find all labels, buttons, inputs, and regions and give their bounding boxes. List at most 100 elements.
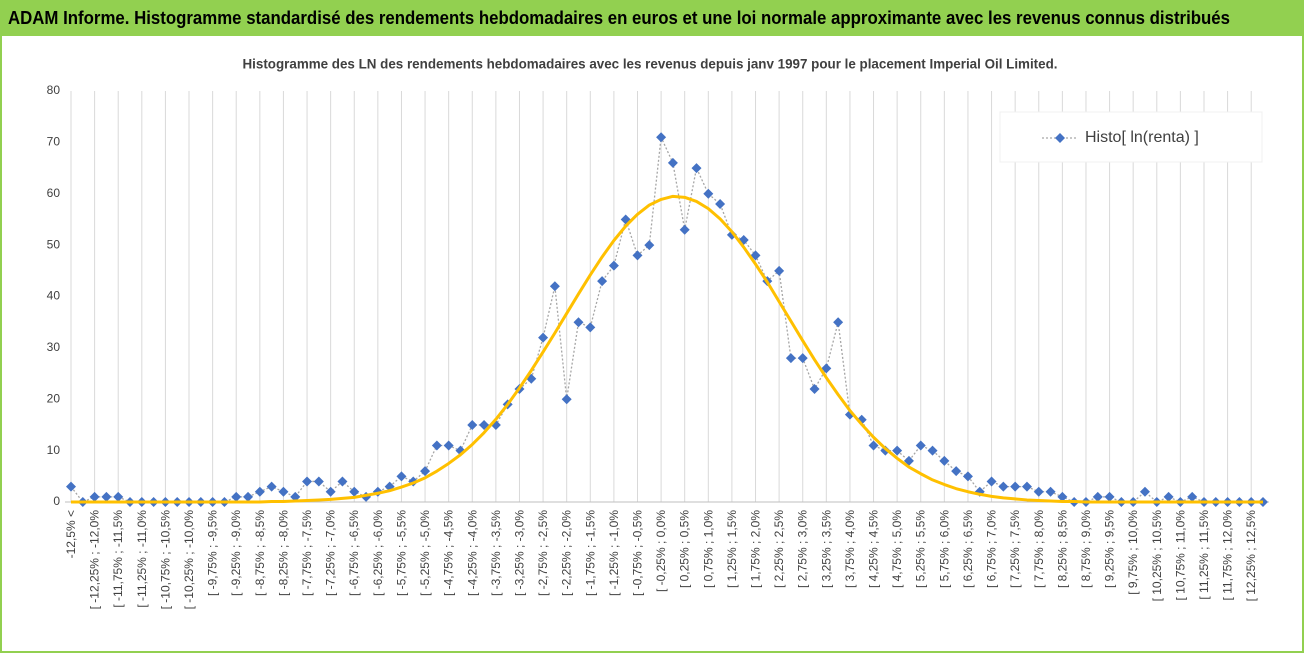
data-point (691, 163, 702, 174)
x-tick-label: [ 0,25% ; 0,5% (678, 510, 692, 588)
x-tick-label: [ -7,75% ; -7,5% (300, 510, 314, 596)
data-point (231, 491, 242, 502)
x-tick-label: -12,5% < (64, 510, 78, 558)
x-tick-label: [ -2,25% ; -2,0% (560, 510, 574, 596)
x-tick-label: [ -4,75% ; -4,5% (442, 510, 456, 596)
x-tick-label: [ 3,25% ; 3,5% (819, 510, 833, 588)
data-point (962, 471, 973, 482)
data-point (1045, 486, 1056, 497)
x-tick-label: [ 12,25% ; 12,5% (1244, 510, 1258, 602)
x-tick-label: [ 6,25% ; 6,5% (961, 510, 975, 588)
data-point (797, 353, 808, 364)
y-tick-label: 50 (47, 237, 61, 251)
x-tick-label: [ -6,75% ; -6,5% (347, 510, 361, 596)
data-point (868, 440, 879, 451)
data-point (396, 471, 407, 482)
x-tick-label: [ 5,25% ; 5,5% (914, 510, 928, 588)
x-tick-label: [ 7,25% ; 7,5% (1008, 510, 1022, 588)
data-point (254, 486, 265, 497)
data-point (1033, 486, 1044, 497)
x-tick-label: [ 4,25% ; 4,5% (867, 510, 881, 588)
data-point (927, 445, 938, 456)
data-point (892, 445, 903, 456)
y-tick-label: 80 (47, 83, 61, 97)
y-tick-label: 60 (47, 186, 61, 200)
data-point (431, 440, 442, 451)
x-tick-label: [ 8,25% ; 8,5% (1055, 510, 1069, 588)
x-tick-label: [ 11,25% ; 11,5% (1197, 510, 1211, 600)
x-tick-label: [ -8,75% ; -8,5% (253, 510, 267, 596)
y-tick-label: 40 (47, 289, 61, 303)
header-title: ADAM Informe. Histogramme standardisé de… (8, 8, 1230, 28)
x-tick-label: [ -3,25% ; -3,0% (512, 510, 526, 596)
x-tick-label: [ -9,25% ; -9,0% (229, 510, 243, 596)
x-tick-label: [ 4,75% ; 5,0% (890, 510, 904, 588)
data-point (750, 250, 761, 261)
x-tick-label: [ 3,75% ; 4,0% (843, 510, 857, 588)
data-point (467, 419, 478, 430)
data-point (715, 199, 726, 210)
x-tick-label: [ -8,25% ; -8,0% (276, 510, 290, 596)
data-point (667, 157, 678, 168)
normal-curve (71, 194, 1263, 504)
data-point (809, 383, 820, 394)
data-point (998, 481, 1009, 492)
data-point (89, 491, 100, 502)
data-point (420, 466, 431, 477)
data-point (821, 363, 832, 374)
y-tick-label: 30 (47, 340, 61, 354)
x-tick-label: [ -10,75% ; -10,5% (158, 510, 172, 610)
x-tick-label: [ 6,75% ; 7,0% (985, 510, 999, 588)
x-tick-label: [ 2,75% ; 3,0% (796, 510, 810, 588)
data-point (585, 322, 596, 333)
data-point (113, 491, 124, 502)
data-point (644, 240, 655, 251)
x-tick-label: [ -0,75% ; -0,5% (630, 510, 644, 596)
data-point (66, 481, 76, 492)
data-point (833, 317, 844, 328)
data-point (1057, 491, 1068, 502)
data-point (243, 491, 254, 502)
legend-swatch-marker (1055, 133, 1065, 143)
x-tick-label: [ -7,25% ; -7,0% (324, 510, 338, 596)
x-tick-label: [ 0,75% ; 1,0% (701, 510, 715, 588)
x-tick-label: [ 7,75% ; 8,0% (1032, 510, 1046, 588)
data-point (278, 486, 289, 497)
x-tick-label: [ 9,75% ; 10,0% (1126, 510, 1140, 595)
data-point (337, 476, 348, 487)
x-tick-label: [ -2,75% ; -2,5% (536, 510, 550, 596)
y-tick-label: 10 (47, 443, 61, 457)
data-point (656, 132, 667, 143)
x-tick-label: [ 1,75% ; 2,0% (749, 510, 763, 588)
data-point (349, 486, 360, 497)
x-tick-label: [ -1,75% ; -1,5% (583, 510, 597, 596)
data-point (703, 188, 714, 199)
data-point (549, 281, 560, 292)
data-point (597, 276, 608, 287)
data-point (679, 224, 690, 235)
header-bar (0, 0, 1304, 36)
data-point (774, 265, 785, 276)
data-point (313, 476, 324, 487)
data-point (266, 481, 277, 492)
x-tick-label: [ -12,25% ; -12,0% (88, 510, 102, 610)
x-tick-label: [ -10,25% ; -10,0% (182, 510, 196, 610)
data-point (951, 466, 962, 477)
data-point (939, 455, 950, 466)
data-point (1021, 481, 1032, 492)
x-tick-label: [ -6,25% ; -6,0% (371, 510, 385, 596)
data-point (479, 419, 490, 430)
data-point (1139, 486, 1150, 497)
x-tick-label: [ 2,25% ; 2,5% (772, 510, 786, 588)
data-point (1010, 481, 1021, 492)
x-tick-label: [ -1,25% ; -1,0% (607, 510, 621, 596)
data-point (608, 260, 619, 271)
x-tick-label: [ 10,25% ; 10,5% (1150, 510, 1164, 602)
legend-label: Histo[ ln(renta) ] (1085, 129, 1199, 146)
data-point (785, 353, 796, 364)
data-point (443, 440, 454, 451)
y-tick-label: 20 (47, 391, 61, 405)
x-tick-label: [ -5,25% ; -5,0% (418, 510, 432, 596)
